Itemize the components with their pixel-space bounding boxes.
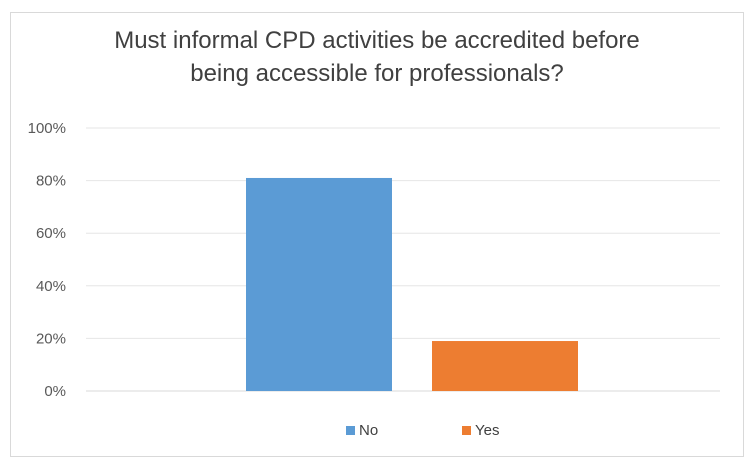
chart-title: Must informal CPD activities be accredit… [0, 24, 754, 90]
chart-title-line-1: Must informal CPD activities be accredit… [114, 27, 640, 54]
bar-no [246, 177, 392, 391]
legend-label-yes: Yes [475, 422, 499, 439]
y-tick-label: 0% [44, 383, 66, 400]
bar-yes [432, 341, 578, 391]
y-tick-label: 80% [36, 173, 66, 190]
y-tick-label: 60% [36, 225, 66, 242]
legend-label-no: No [359, 422, 378, 439]
y-tick-label: 40% [36, 278, 66, 295]
legend-swatch-no [346, 426, 355, 435]
y-tick-label: 20% [36, 330, 66, 347]
chart-title-line-2: being accessible for professionals? [190, 60, 564, 87]
legend-swatch-yes [462, 426, 471, 435]
y-tick-label: 100% [28, 120, 66, 137]
